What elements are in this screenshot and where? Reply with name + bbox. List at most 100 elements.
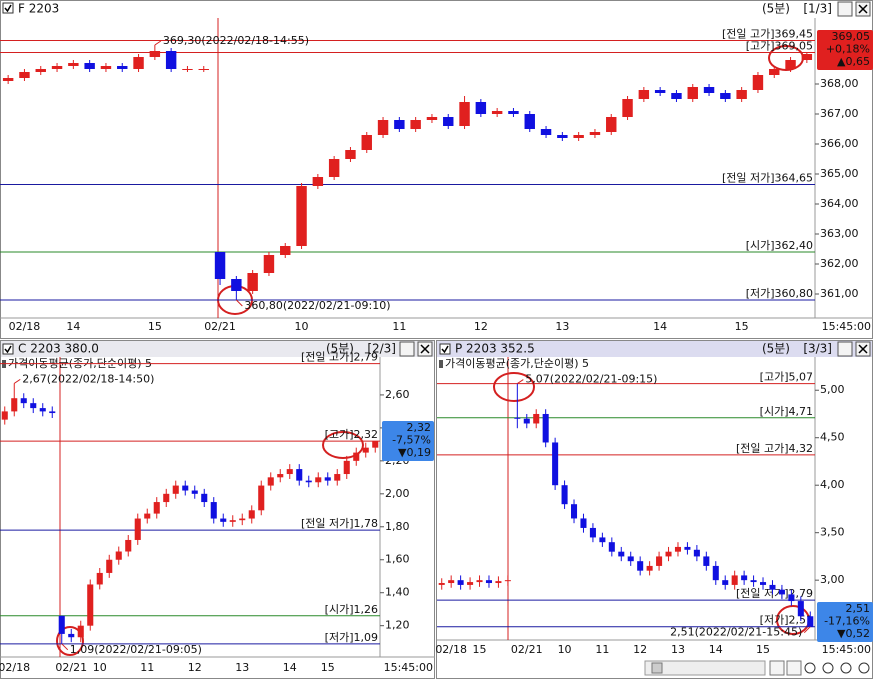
candle-body: [788, 594, 795, 602]
candle-body: [11, 398, 18, 412]
y-tick-label: 1,20: [385, 619, 410, 632]
x-tick-label: 13: [235, 661, 249, 674]
candle-body: [475, 102, 487, 114]
level-label: [시가]362,40: [746, 239, 813, 252]
candle-body: [84, 63, 95, 69]
candle-body: [712, 565, 719, 581]
candle-body: [198, 69, 209, 70]
candle-body: [552, 442, 559, 486]
candle-body: [646, 565, 653, 571]
level-label: [고가]369,05: [746, 40, 813, 53]
candle-body: [627, 556, 634, 562]
tool-button[interactable]: [769, 660, 785, 676]
indicator-marker: [439, 360, 443, 368]
candle-body: [35, 69, 46, 72]
zoom-out-button[interactable]: [822, 662, 834, 674]
candle-body: [280, 246, 291, 255]
level-label: [저가]1,09: [325, 631, 378, 644]
x-tick-label: 10: [558, 643, 572, 656]
candle-body: [769, 584, 776, 590]
y-tick-label: 368,00: [820, 77, 859, 90]
x-tick-label: 12: [188, 661, 202, 674]
tool-button[interactable]: [786, 660, 802, 676]
candle-body: [182, 69, 193, 70]
candle-body: [51, 66, 63, 69]
candle-body: [467, 582, 474, 585]
annotation-leader: [154, 40, 162, 46]
period-label: (5분): [762, 2, 790, 16]
indicator-label: 가격이동평균(종가,단순이평) 5: [445, 357, 589, 370]
candle-body: [77, 625, 84, 638]
candle-body: [495, 581, 502, 584]
highlight-circle: [56, 626, 84, 656]
zoom-button[interactable]: [840, 662, 852, 674]
candle-body: [87, 584, 94, 626]
checkbox[interactable]: [439, 343, 451, 355]
price-box-price: 2,32: [407, 421, 432, 434]
candle-body: [523, 418, 530, 424]
page-label: [2/3]: [367, 342, 396, 356]
candle-body: [561, 485, 568, 505]
candle-body: [457, 580, 464, 585]
x-tick-label: 12: [633, 643, 647, 656]
y-tick-label: 1,80: [385, 520, 410, 533]
restore-button[interactable]: [837, 1, 853, 17]
y-tick-label: 367,00: [820, 107, 859, 120]
scroll-thumb[interactable]: [651, 662, 663, 674]
y-tick-label: 4,50: [820, 431, 845, 444]
candle-body: [247, 273, 258, 291]
candle-body: [163, 493, 170, 503]
candle-body: [324, 477, 331, 481]
x-tick-label: 11: [140, 661, 154, 674]
candle-body: [210, 502, 217, 519]
candle-body: [239, 518, 246, 521]
candle-body: [328, 159, 340, 177]
y-tick-label: 364,00: [820, 197, 859, 210]
candle-body: [599, 537, 606, 543]
candle-body: [608, 542, 615, 552]
candle-body: [149, 51, 161, 57]
candle-body: [807, 616, 814, 627]
candle-body: [277, 474, 284, 478]
candle-body: [769, 69, 780, 75]
candle-body: [426, 117, 438, 120]
zoom-button[interactable]: [858, 662, 870, 674]
checkbox[interactable]: [2, 2, 14, 14]
annotation-label: 369,30(2022/02/18-14:55): [163, 34, 309, 47]
candle-body: [134, 518, 141, 540]
annotation-label: 1,09(2022/02/21-09:05): [70, 643, 202, 656]
x-end-label: 15:45:00: [822, 643, 871, 656]
panel-header: [1, 341, 434, 357]
restore-button[interactable]: [399, 341, 415, 357]
candle-body: [58, 615, 65, 634]
restore-button[interactable]: [837, 341, 853, 357]
candle-body: [286, 469, 293, 475]
candle-body: [220, 518, 227, 522]
candle-body: [656, 556, 663, 566]
y-tick-label: 363,00: [820, 227, 859, 240]
candle-body: [731, 575, 738, 585]
candle-body: [231, 279, 242, 291]
candle-body: [618, 551, 625, 557]
y-tick-label: 365,00: [820, 167, 859, 180]
x-tick-label: 14: [283, 661, 297, 674]
candle-body: [201, 493, 208, 503]
x-tick-label: 14: [653, 320, 667, 333]
candle-body: [540, 129, 552, 135]
candle-body: [305, 480, 312, 483]
scrollbar[interactable]: [644, 660, 766, 676]
x-tick-label: 14: [66, 320, 80, 333]
candle-body: [665, 551, 672, 557]
x-tick-label: 15: [735, 320, 749, 333]
y-tick-label: 362,00: [820, 257, 859, 270]
x-tick-label: 02/21: [204, 320, 236, 333]
candle-body: [410, 120, 421, 129]
checkbox[interactable]: [2, 343, 14, 355]
candle-body: [485, 580, 492, 584]
candle-body: [524, 114, 535, 129]
candle-body: [312, 177, 324, 186]
candle-body: [606, 117, 617, 132]
price-box-diff: ▲0,65: [837, 55, 870, 68]
candle-body: [533, 413, 540, 424]
zoom-in-button[interactable]: [804, 662, 816, 674]
